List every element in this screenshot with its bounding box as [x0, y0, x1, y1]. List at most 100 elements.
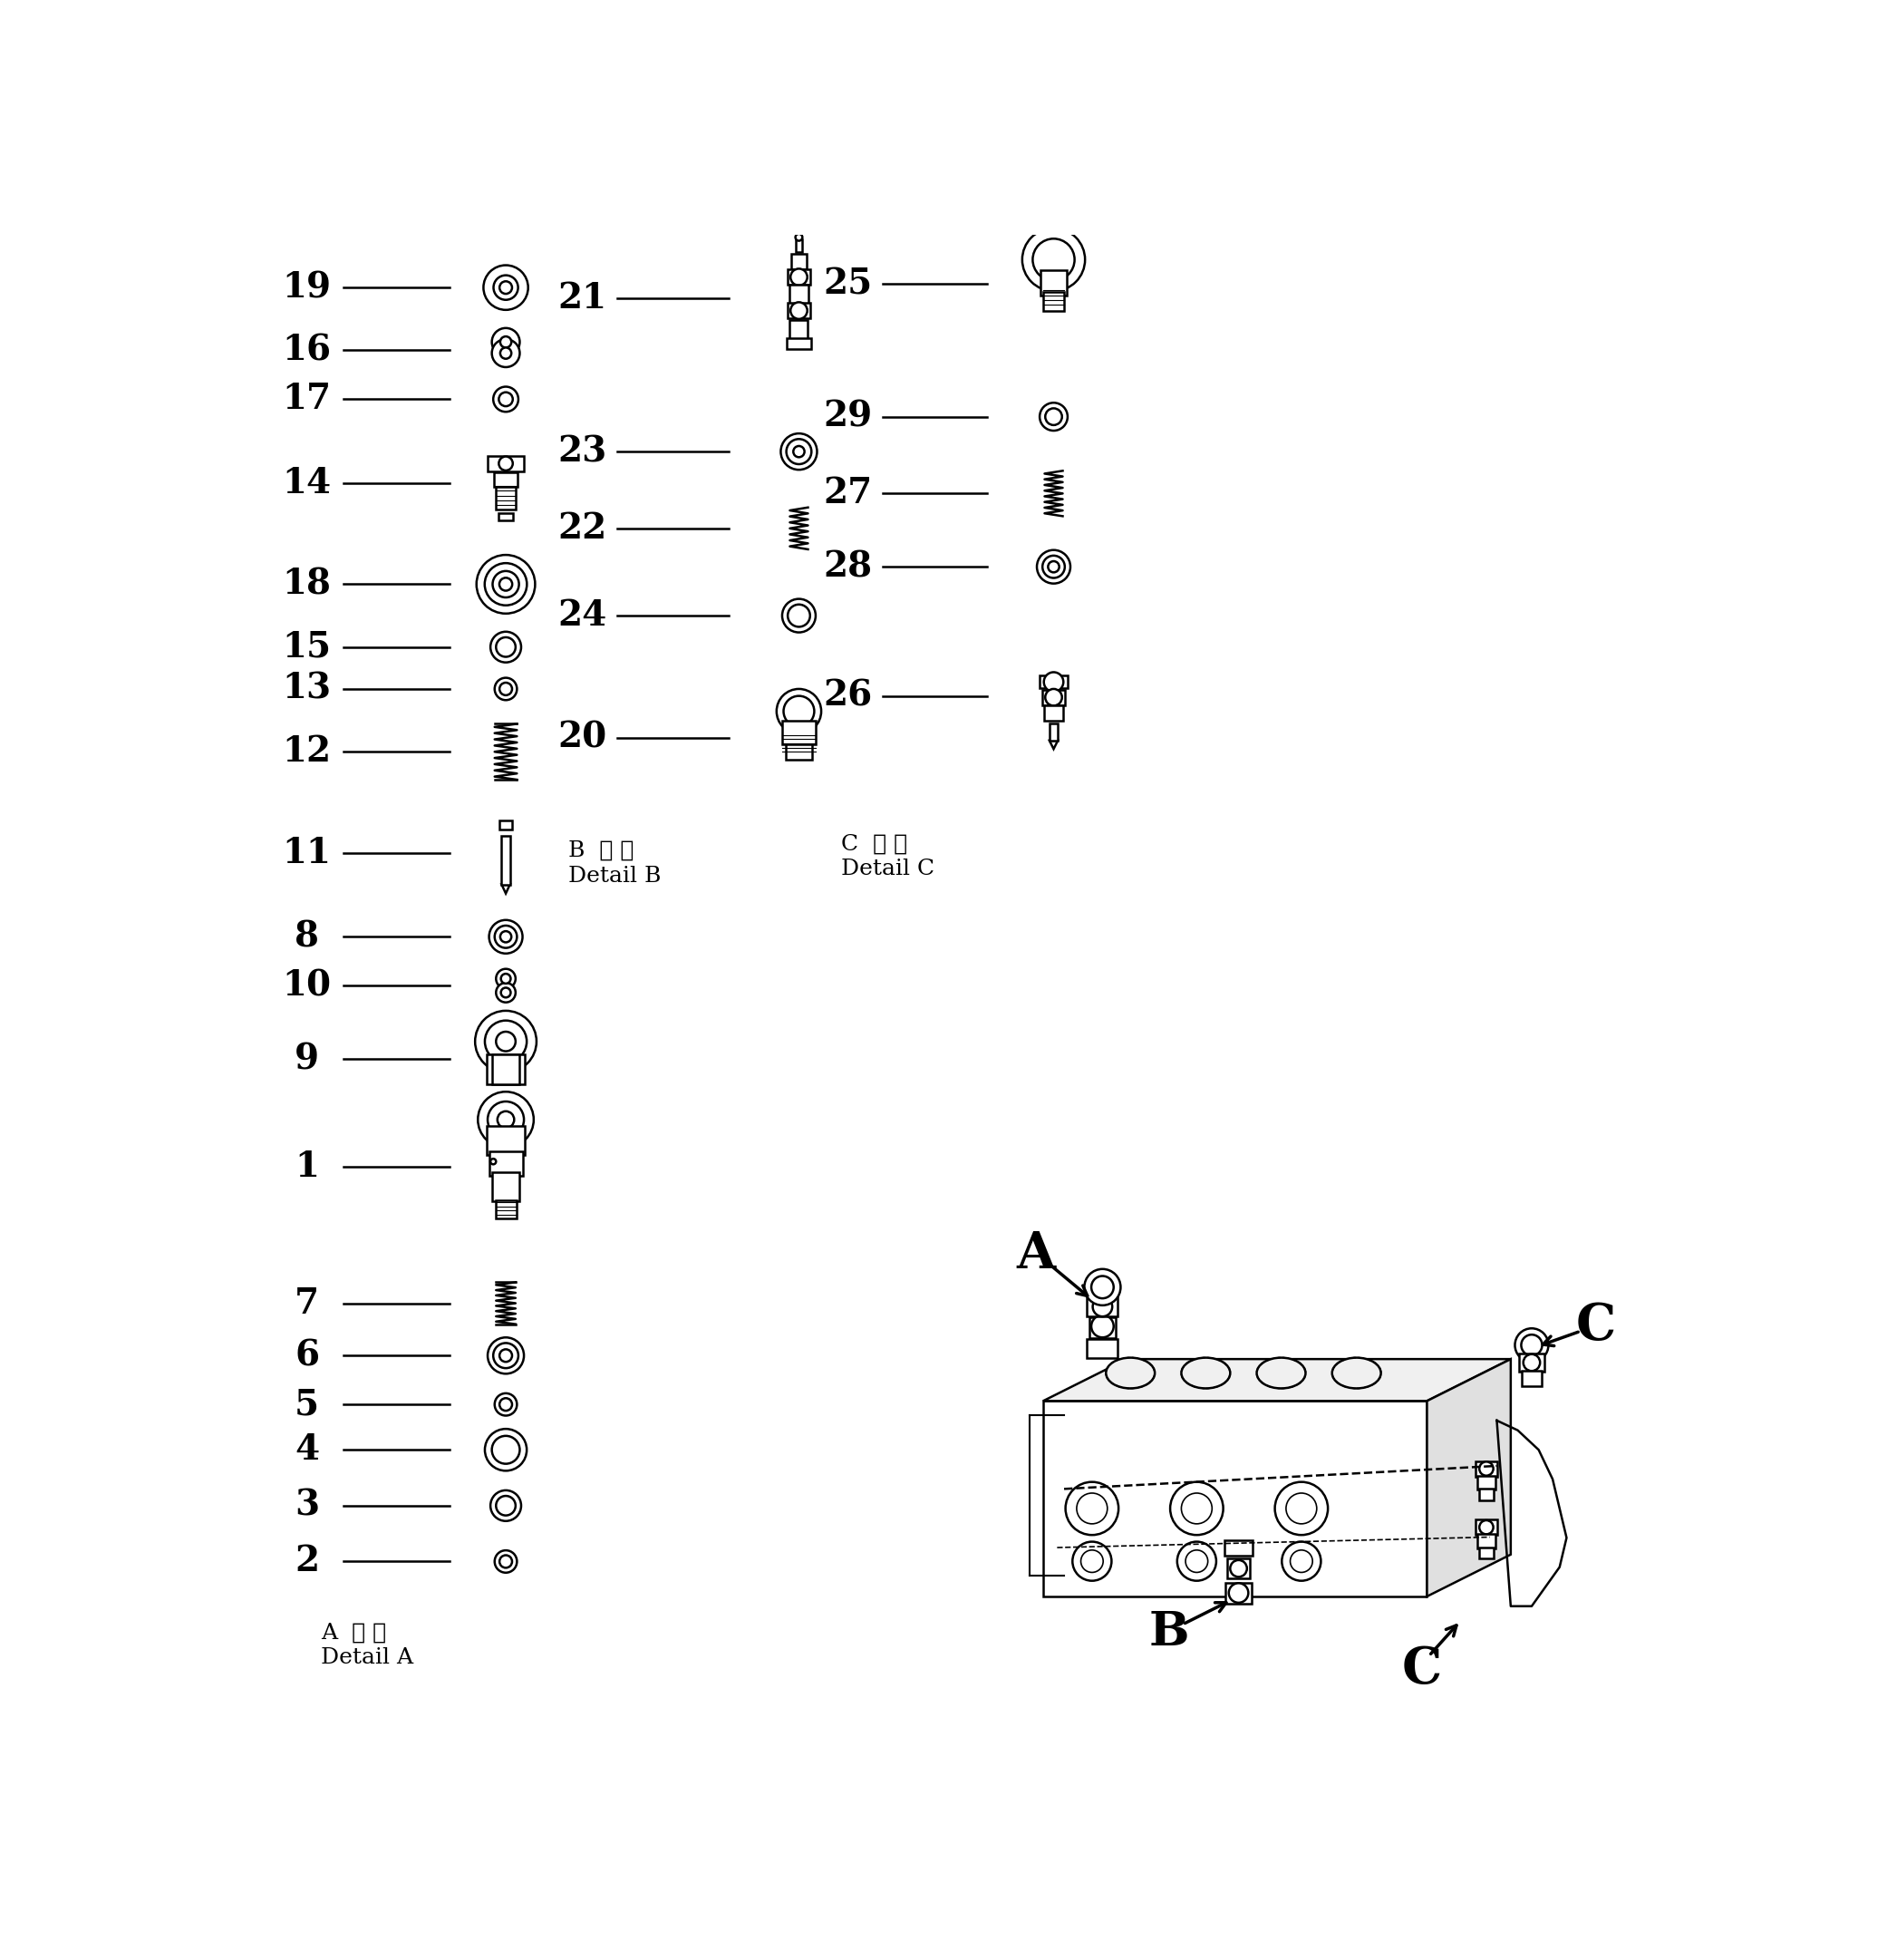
- Bar: [791, 255, 806, 269]
- Polygon shape: [1427, 1358, 1511, 1595]
- Circle shape: [496, 637, 515, 657]
- Text: Detail C: Detail C: [842, 858, 934, 880]
- Ellipse shape: [1257, 1358, 1306, 1388]
- Circle shape: [496, 982, 515, 1002]
- Circle shape: [500, 682, 511, 696]
- Polygon shape: [502, 884, 509, 894]
- Bar: [1225, 1541, 1253, 1554]
- Bar: [1089, 1317, 1115, 1339]
- Text: 23: 23: [559, 435, 608, 468]
- Text: C: C: [1576, 1301, 1615, 1350]
- Circle shape: [487, 1102, 525, 1139]
- Text: 21: 21: [559, 280, 608, 316]
- Text: C: C: [1402, 1644, 1442, 1695]
- Text: 10: 10: [283, 968, 332, 1004]
- Circle shape: [500, 974, 511, 984]
- Circle shape: [500, 988, 511, 998]
- Text: 1: 1: [294, 1151, 319, 1184]
- Bar: [1045, 706, 1062, 721]
- Circle shape: [1023, 227, 1085, 290]
- Circle shape: [1479, 1462, 1493, 1476]
- Text: Detail A: Detail A: [321, 1648, 413, 1668]
- Text: 29: 29: [823, 400, 872, 433]
- Polygon shape: [1044, 1358, 1511, 1401]
- Circle shape: [491, 1490, 521, 1521]
- Text: 9: 9: [294, 1041, 319, 1076]
- Bar: [796, 239, 802, 253]
- Circle shape: [1281, 1543, 1321, 1582]
- Circle shape: [1036, 551, 1070, 584]
- Text: 18: 18: [283, 566, 332, 602]
- Circle shape: [493, 1437, 519, 1464]
- Circle shape: [1276, 1482, 1328, 1535]
- Circle shape: [783, 696, 815, 727]
- Circle shape: [793, 447, 804, 457]
- Bar: [1479, 1490, 1493, 1499]
- Circle shape: [498, 457, 513, 470]
- Circle shape: [1044, 672, 1064, 692]
- Text: Detail B: Detail B: [568, 866, 660, 886]
- Text: 5: 5: [294, 1388, 319, 1421]
- Bar: [1479, 1548, 1493, 1558]
- Circle shape: [1228, 1584, 1249, 1603]
- Circle shape: [787, 604, 810, 627]
- Text: A: A: [1017, 1229, 1055, 1280]
- Circle shape: [787, 439, 811, 465]
- Text: C  詳 細: C 詳 細: [842, 833, 908, 855]
- Text: 27: 27: [823, 476, 872, 512]
- Circle shape: [485, 1021, 526, 1062]
- Circle shape: [496, 1031, 515, 1051]
- Bar: [493, 1054, 519, 1084]
- Text: 3: 3: [294, 1488, 319, 1523]
- Text: 25: 25: [823, 267, 872, 302]
- Bar: [789, 284, 810, 304]
- Circle shape: [491, 631, 521, 662]
- Bar: [787, 304, 810, 318]
- Bar: [502, 835, 509, 884]
- Bar: [791, 319, 808, 339]
- Ellipse shape: [1181, 1358, 1230, 1388]
- Bar: [1042, 690, 1064, 706]
- Circle shape: [500, 282, 511, 294]
- Circle shape: [500, 1397, 511, 1411]
- Text: 28: 28: [823, 549, 872, 584]
- Circle shape: [494, 925, 517, 949]
- Bar: [1049, 723, 1059, 741]
- Text: A  詳 細: A 詳 細: [321, 1623, 387, 1642]
- Circle shape: [1047, 561, 1059, 572]
- Text: 11: 11: [283, 835, 332, 870]
- Circle shape: [498, 1111, 513, 1129]
- Circle shape: [493, 386, 519, 412]
- Text: 14: 14: [283, 466, 332, 500]
- Circle shape: [1072, 1543, 1111, 1582]
- Bar: [1478, 1476, 1495, 1490]
- Text: 22: 22: [559, 512, 608, 545]
- Bar: [787, 337, 811, 349]
- Circle shape: [1091, 1276, 1113, 1298]
- Ellipse shape: [1106, 1358, 1155, 1388]
- Circle shape: [498, 392, 513, 406]
- Bar: [489, 1151, 523, 1176]
- Text: 13: 13: [283, 672, 332, 706]
- Circle shape: [1045, 408, 1062, 425]
- Circle shape: [781, 433, 817, 470]
- Bar: [500, 821, 511, 829]
- Circle shape: [1040, 402, 1068, 431]
- Circle shape: [477, 1092, 534, 1147]
- Polygon shape: [1049, 741, 1059, 749]
- Circle shape: [485, 563, 526, 606]
- Text: B  詳 細: B 詳 細: [568, 841, 634, 860]
- Bar: [1523, 1370, 1542, 1386]
- Circle shape: [494, 678, 517, 700]
- Bar: [1476, 1519, 1498, 1535]
- Text: 17: 17: [283, 382, 332, 416]
- Circle shape: [491, 1158, 496, 1164]
- Circle shape: [796, 233, 802, 241]
- Bar: [1519, 1354, 1544, 1372]
- Circle shape: [494, 1394, 517, 1415]
- Circle shape: [493, 339, 519, 367]
- Circle shape: [1093, 1298, 1111, 1317]
- Bar: [1087, 1298, 1117, 1317]
- Circle shape: [500, 1554, 511, 1568]
- Bar: [1040, 676, 1068, 688]
